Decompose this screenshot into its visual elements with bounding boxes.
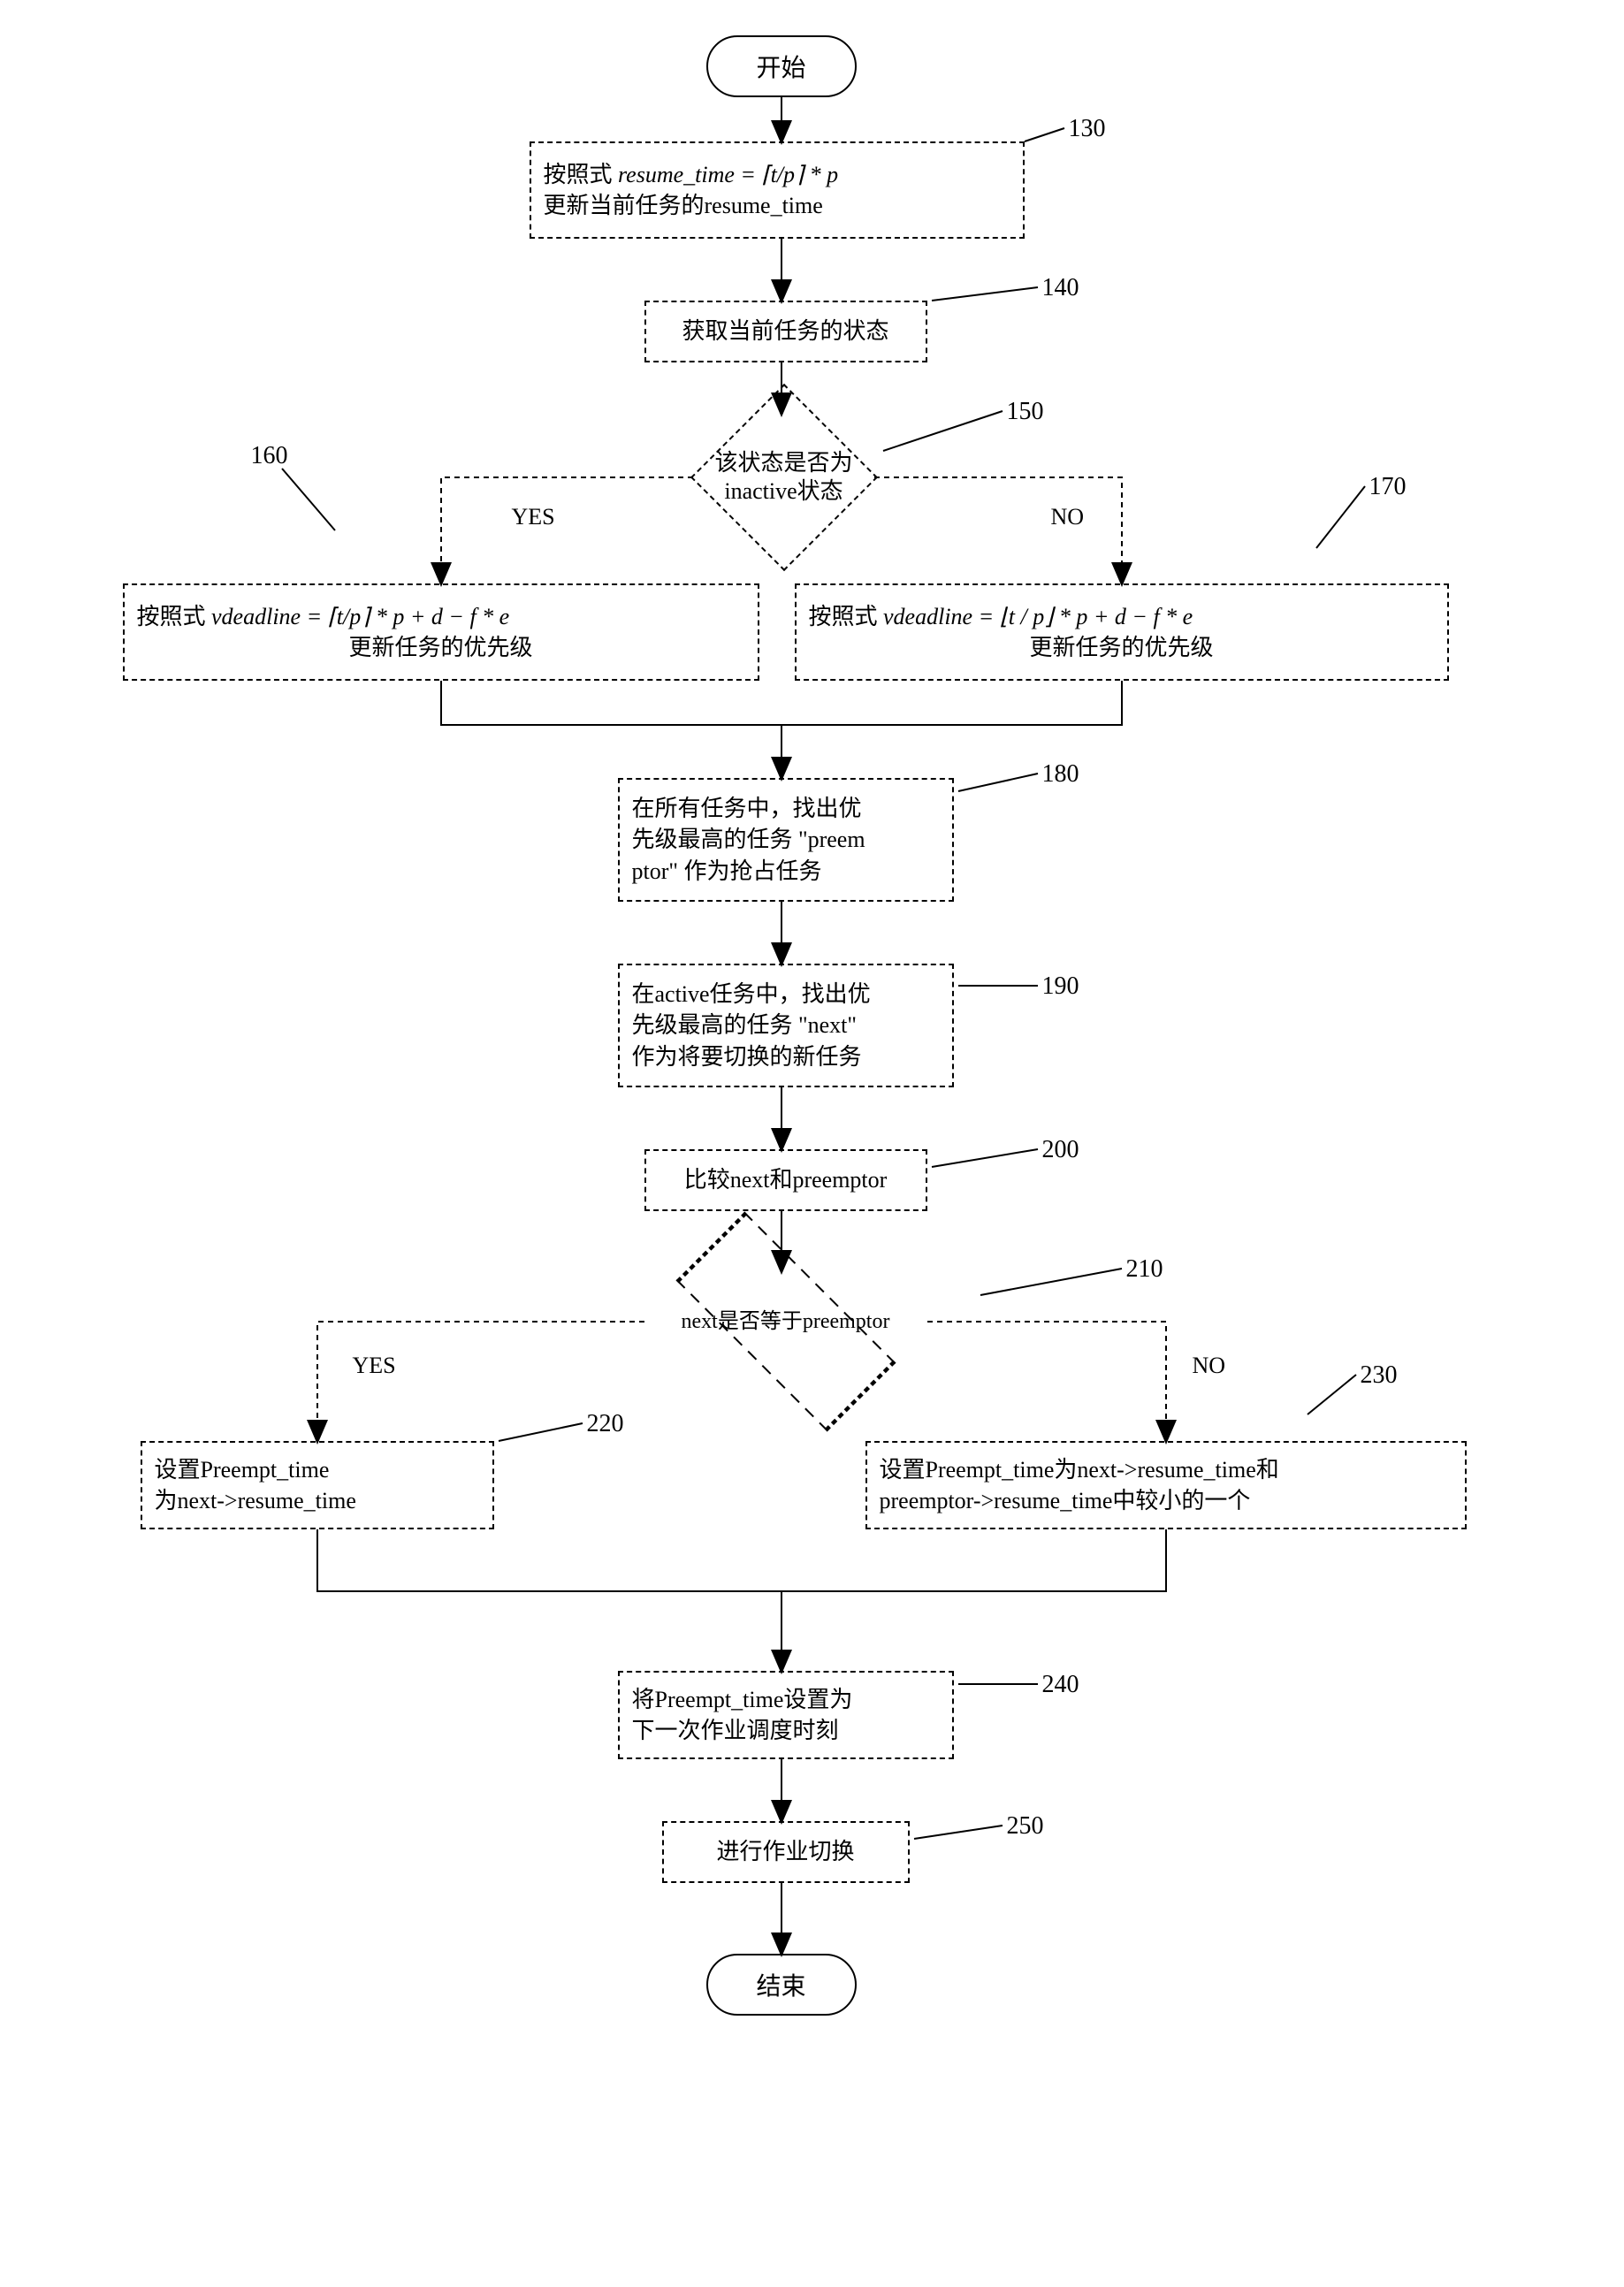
box-140: 获取当前任务的状态 [644,301,927,362]
b180-l1: 在所有任务中，找出优 [632,793,862,824]
b220-l2: 为next->resume_time [155,1485,356,1516]
end-terminal: 结束 [706,1954,857,2016]
box-160: 按照式 vdeadline = ⌈t/p⌉ * p + d − f * e 更新… [123,583,759,681]
box-220: 设置Preempt_time 为next->resume_time [141,1441,494,1529]
b240-l1: 将Preempt_time设置为 [632,1684,853,1715]
b160-pre: 按照式 [137,604,212,629]
ref-190: 190 [1042,972,1079,1001]
box-170-line1: 按照式 vdeadline = ⌊t / p⌋ * p + d − f * e [809,601,1193,632]
b170-formula: vdeadline = ⌊t / p⌋ * p + d − f * e [883,604,1193,629]
b190-l1: 在active任务中，找出优 [632,979,871,1010]
ref-230: 230 [1361,1361,1398,1390]
b230-l2: preemptor->resume_time中较小的一个 [880,1485,1251,1516]
box-200: 比较next和preemptor [644,1149,927,1211]
d150-l1: 该状态是否为 [669,449,899,478]
ref-250: 250 [1007,1812,1044,1841]
box-160-line2: 更新任务的优先级 [348,632,532,663]
box-190: 在active任务中，找出优 先级最高的任务 "next" 作为将要切换的新任务 [618,964,954,1087]
b230-l1: 设置Preempt_time为next->resume_time和 [880,1454,1279,1485]
ref-200: 200 [1042,1136,1079,1164]
edge-150-no: NO [1051,504,1085,530]
box-250: 进行作业切换 [662,1821,910,1883]
b250-t: 进行作业切换 [716,1836,854,1867]
d210-t: next是否等于preemptor [636,1308,936,1335]
b130-pre: 按照式 [544,162,619,187]
ref-130: 130 [1069,115,1106,143]
b240-l2: 下一次作业调度时刻 [632,1715,839,1746]
box-140-text: 获取当前任务的状态 [682,316,888,347]
start-terminal: 开始 [706,35,857,97]
box-130: 按照式 resume_time = ⌈t/p⌉ * p 更新当前任务的resum… [530,141,1025,239]
ref-170: 170 [1369,473,1407,501]
b190-l3: 作为将要切换的新任务 [632,1041,862,1072]
edge-210-yes: YES [353,1353,396,1379]
ref-220: 220 [587,1410,624,1438]
d150-l2: inactive状态 [669,477,899,507]
edge-150-yes: YES [512,504,555,530]
end-label: 结束 [756,1967,805,2002]
decision-150-text: 该状态是否为 inactive状态 [669,449,899,507]
box-160-line1: 按照式 vdeadline = ⌈t/p⌉ * p + d − f * e [137,601,510,632]
b190-l2: 先级最高的任务 "next" [632,1010,858,1041]
b160-formula: vdeadline = ⌈t/p⌉ * p + d − f * e [211,604,509,629]
box-130-line1: 按照式 resume_time = ⌈t/p⌉ * p [544,159,839,190]
b200-t: 比较next和preemptor [684,1164,888,1195]
flowchart-canvas: 开始 按照式 resume_time = ⌈t/p⌉ * p 更新当前任务的re… [105,35,1520,2157]
b130-formula: resume_time = ⌈t/p⌉ * p [618,162,838,187]
ref-240: 240 [1042,1671,1079,1699]
decision-150: 该状态是否为 inactive状态 [691,415,877,539]
box-170-line2: 更新任务的优先级 [1029,632,1213,663]
box-130-line2: 更新当前任务的resume_time [544,190,823,221]
b180-l3: ptor" 作为抢占任务 [632,856,822,887]
b220-l1: 设置Preempt_time [155,1454,330,1485]
ref-180: 180 [1042,760,1079,789]
box-230: 设置Preempt_time为next->resume_time和 preemp… [865,1441,1467,1529]
ref-140: 140 [1042,274,1079,302]
start-label: 开始 [756,49,805,84]
ref-210: 210 [1126,1255,1163,1284]
box-170: 按照式 vdeadline = ⌊t / p⌋ * p + d − f * e … [795,583,1449,681]
box-180: 在所有任务中，找出优 先级最高的任务 "preem ptor" 作为抢占任务 [618,778,954,902]
box-240: 将Preempt_time设置为 下一次作业调度时刻 [618,1671,954,1759]
decision-210: next是否等于preemptor [636,1273,936,1370]
b170-pre: 按照式 [809,604,884,629]
ref-150: 150 [1007,398,1044,426]
edge-210-no: NO [1193,1353,1226,1379]
b180-l2: 先级最高的任务 "preem [632,824,865,855]
ref-160: 160 [251,442,288,470]
